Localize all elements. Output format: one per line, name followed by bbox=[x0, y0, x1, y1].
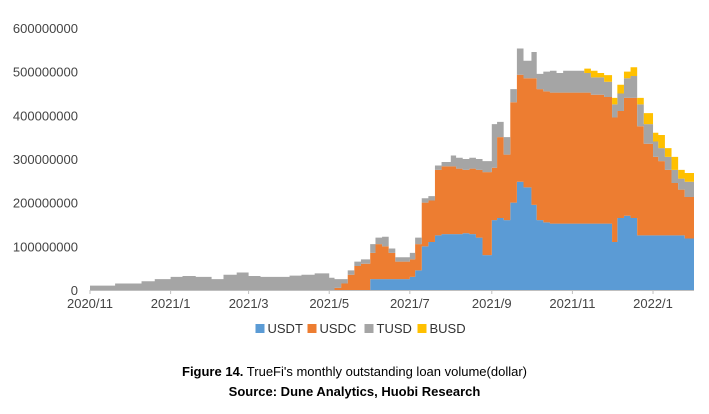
y-tick-label: 600000000 bbox=[13, 21, 78, 36]
series-area-usdc bbox=[90, 74, 694, 290]
legend-swatch-usdc bbox=[307, 324, 317, 333]
stacked-area-chart: 0 100000000 200000000 300000000 400000000 500… bbox=[13, 21, 694, 336]
y-tick-label: 0 bbox=[71, 283, 78, 298]
legend-label-busd: BUSD bbox=[430, 321, 466, 336]
legend-label-usdc: USDC bbox=[320, 321, 357, 336]
legend-swatch-busd bbox=[417, 324, 427, 333]
series-area-usdt bbox=[90, 181, 694, 290]
x-tick-label: 2020/11 bbox=[67, 296, 113, 311]
series-area-busd bbox=[90, 48, 694, 286]
x-tick-label: 2021/5 bbox=[309, 296, 349, 311]
figure-title: TrueFi's monthly outstanding loan volume… bbox=[243, 364, 527, 379]
x-tick-label: 2021/3 bbox=[229, 296, 269, 311]
x-tick-label: 2022/1 bbox=[633, 296, 673, 311]
y-tick-label: 300000000 bbox=[13, 152, 78, 167]
legend-swatch-tusd bbox=[364, 324, 374, 333]
x-tick-label: 2021/11 bbox=[549, 296, 595, 311]
y-tick-label: 500000000 bbox=[13, 65, 78, 80]
legend-swatch-usdt bbox=[255, 324, 265, 333]
legend-label-tusd: TUSD bbox=[377, 321, 412, 336]
figure-label: Figure 14. bbox=[182, 364, 244, 379]
figure-caption: Figure 14. TrueFi's monthly outstanding … bbox=[0, 362, 709, 402]
caption-title-line: Figure 14. TrueFi's monthly outstanding … bbox=[0, 362, 709, 382]
x-axis-ticks: 2020/11 2021/1 2021/3 2021/5 2021/7 2021/9 202… bbox=[67, 290, 673, 311]
legend: USDT USDC TUSD BUSD bbox=[255, 321, 466, 336]
x-tick-label: 2021/7 bbox=[390, 296, 430, 311]
legend-label-usdt: USDT bbox=[268, 321, 303, 336]
x-tick-label: 2021/9 bbox=[472, 296, 512, 311]
y-tick-label: 400000000 bbox=[13, 108, 78, 123]
y-axis-ticks: 0 100000000 200000000 300000000 400000000 500… bbox=[13, 21, 78, 298]
figure-source: Source: Dune Analytics, Huobi Research bbox=[228, 384, 481, 399]
x-tick-label: 2021/1 bbox=[151, 296, 191, 311]
y-tick-label: 100000000 bbox=[13, 239, 78, 254]
series-areas bbox=[90, 48, 694, 290]
y-tick-label: 200000000 bbox=[13, 196, 78, 211]
